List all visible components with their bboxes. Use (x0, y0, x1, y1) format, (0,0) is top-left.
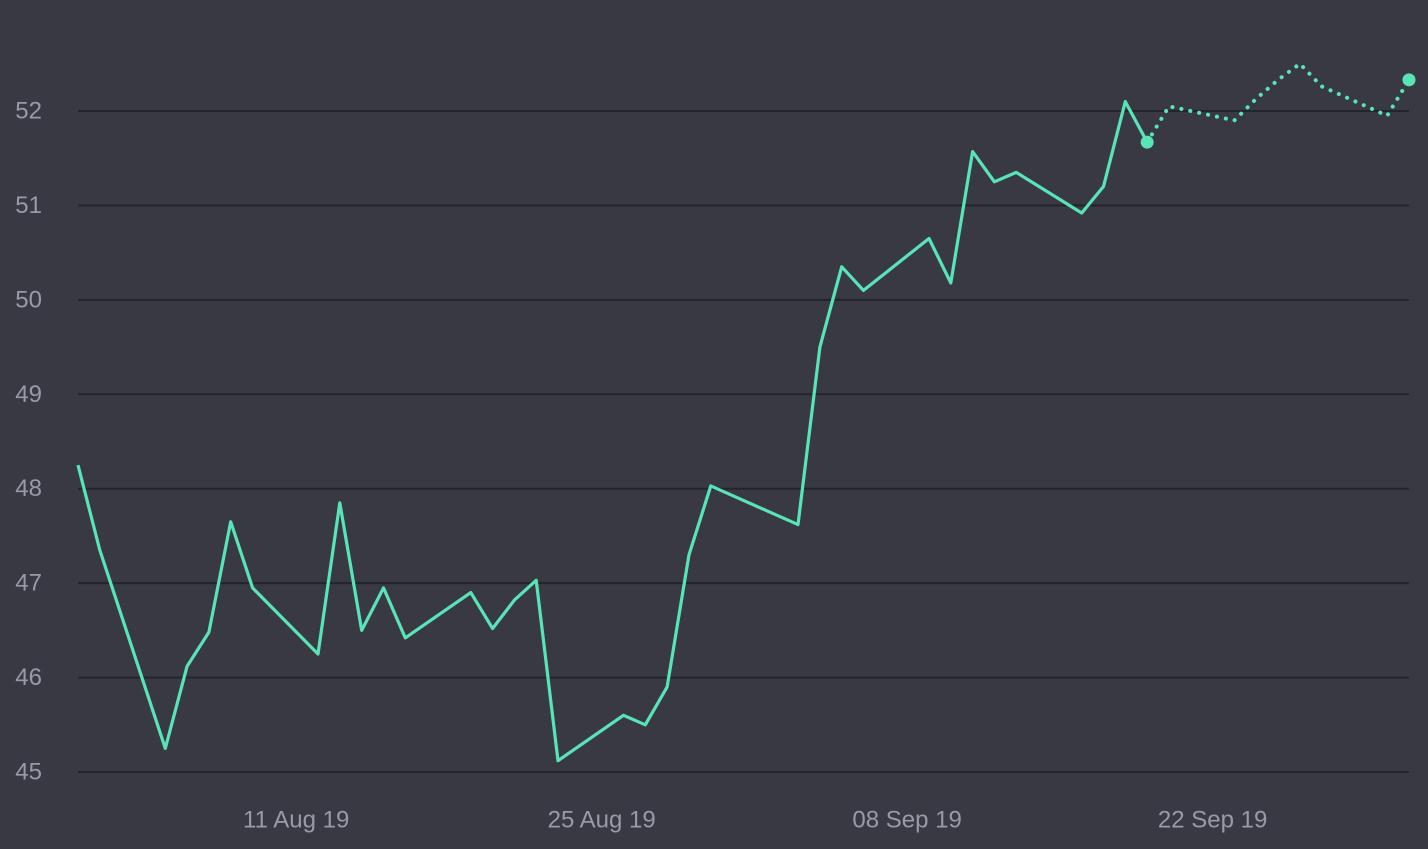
x-tick-label: 25 Aug 19 (548, 807, 656, 834)
gridlines (78, 110, 1409, 773)
last-actual-point-marker (1140, 135, 1154, 149)
x-tick-label: 11 Aug 19 (243, 807, 349, 834)
forecast-series-line (1145, 61, 1411, 145)
y-tick-label: 51 (15, 192, 42, 219)
y-tick-label: 50 (15, 286, 42, 313)
x-axis-tick-labels: 11 Aug 19 25 Aug 19 08 Sep 19 22 Sep 19 (243, 807, 1267, 834)
last-forecast-point-marker (1402, 73, 1416, 87)
y-tick-label: 52 (15, 98, 42, 125)
y-tick-label: 48 (15, 475, 42, 502)
series-lines (76, 61, 1411, 763)
series-end-markers (1140, 73, 1416, 149)
y-tick-label: 47 (15, 570, 42, 597)
y-axis-tick-labels: 45 46 47 48 49 50 51 52 (15, 98, 42, 786)
actual-series-line (76, 99, 1149, 763)
y-tick-label: 46 (15, 664, 42, 691)
x-tick-label: 08 Sep 19 (852, 807, 961, 834)
y-tick-label: 49 (15, 381, 42, 408)
x-tick-label: 22 Sep 19 (1158, 807, 1267, 834)
y-tick-label: 45 (15, 759, 42, 786)
